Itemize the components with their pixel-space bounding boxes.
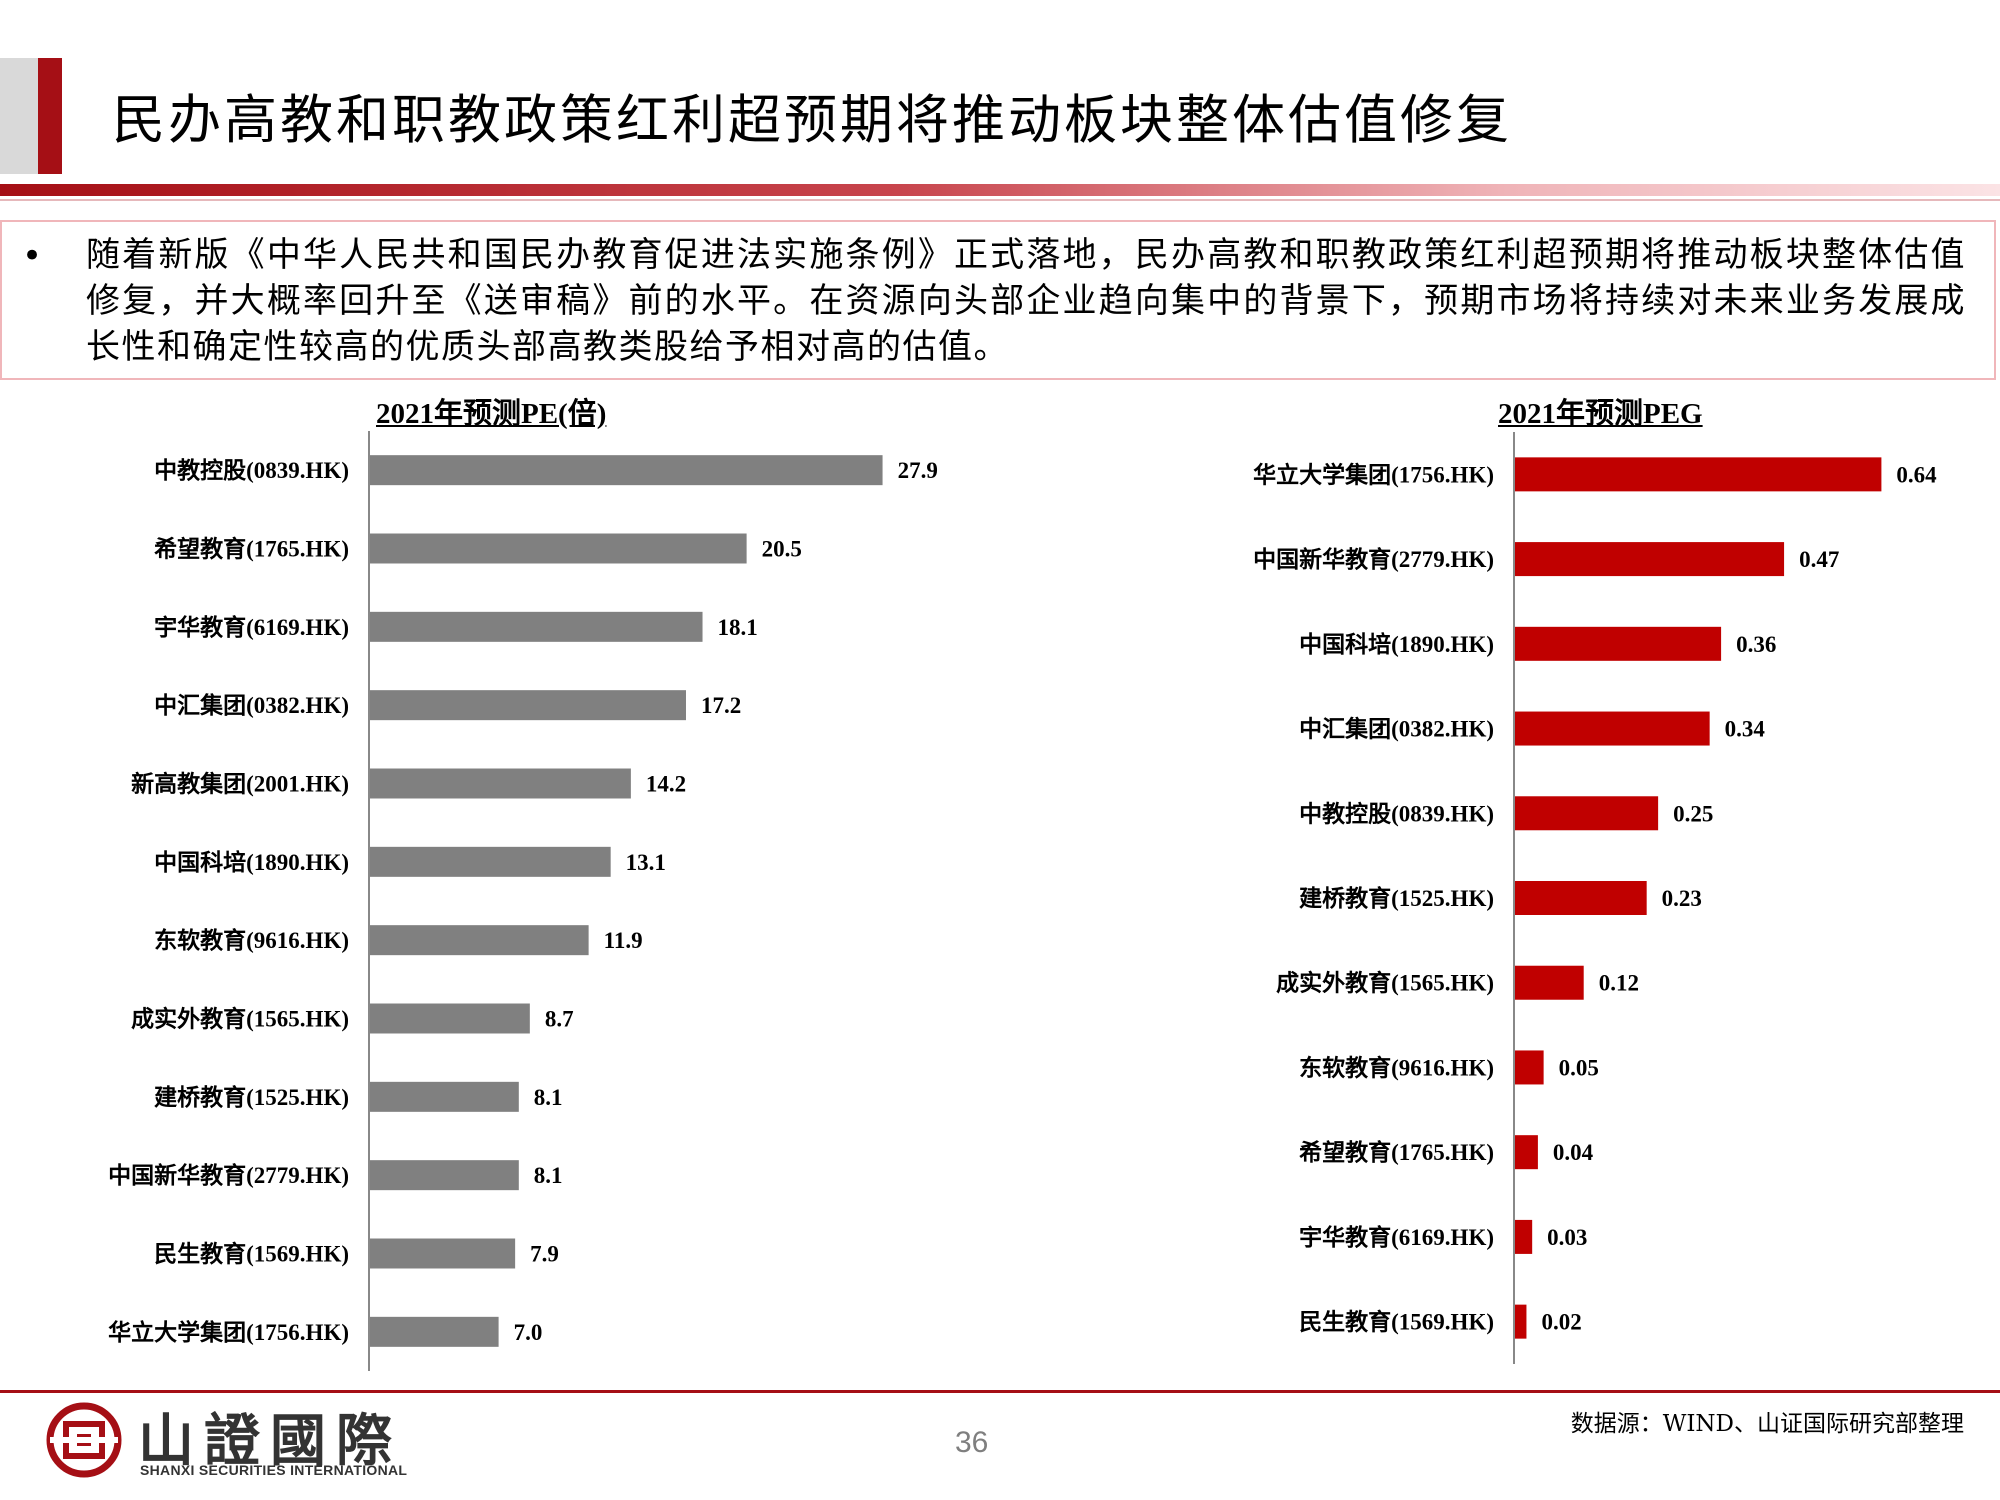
bar bbox=[370, 768, 631, 799]
category-label: 华立大学集团(1756.HK) bbox=[1253, 461, 1494, 487]
value-label: 0.05 bbox=[1559, 1055, 1599, 1080]
peg-chart-title: 2021年预测PEG bbox=[1498, 398, 1703, 430]
company-logo-subtitle: SHANXI SECURITIES INTERNATIONAL bbox=[140, 1462, 408, 1478]
value-label: 0.25 bbox=[1673, 801, 1713, 826]
bar bbox=[1515, 1219, 1533, 1254]
value-label: 27.9 bbox=[898, 458, 938, 483]
bar bbox=[370, 1081, 519, 1112]
category-label: 中教控股(0839.HK) bbox=[154, 457, 349, 483]
category-label: 中教控股(0839.HK) bbox=[1299, 800, 1494, 826]
category-label: 中国科培(1890.HK) bbox=[154, 849, 349, 875]
bar bbox=[370, 1316, 499, 1347]
title-divider bbox=[0, 184, 2000, 196]
value-label: 0.36 bbox=[1736, 632, 1776, 657]
value-label: 0.12 bbox=[1599, 971, 1639, 996]
value-label: 0.04 bbox=[1553, 1140, 1594, 1165]
category-label: 中国科培(1890.HK) bbox=[1299, 631, 1494, 657]
category-label: 东软教育(9616.HK) bbox=[154, 927, 349, 953]
bar bbox=[1515, 457, 1882, 492]
bar bbox=[370, 533, 747, 564]
page-number: 36 bbox=[955, 1426, 989, 1459]
category-label: 中汇集团(0382.HK) bbox=[1299, 716, 1494, 742]
category-label: 中国新华教育(2779.HK) bbox=[108, 1162, 349, 1188]
data-source-note: 数据源：WIND、山证国际研究部整理 bbox=[1570, 1411, 1964, 1437]
summary-box bbox=[0, 220, 1996, 380]
value-label: 0.47 bbox=[1799, 547, 1839, 572]
category-label: 新高教集团(2001.HK) bbox=[131, 771, 349, 797]
category-label: 华立大学集团(1756.HK) bbox=[108, 1319, 349, 1345]
title-divider-thin bbox=[0, 199, 2000, 201]
value-label: 0.64 bbox=[1896, 462, 1937, 487]
bar bbox=[370, 925, 589, 956]
value-label: 20.5 bbox=[762, 537, 802, 562]
bar bbox=[370, 1238, 516, 1269]
category-label: 希望教育(1765.HK) bbox=[154, 536, 349, 562]
category-label: 中汇集团(0382.HK) bbox=[154, 692, 349, 718]
value-label: 13.1 bbox=[626, 850, 666, 875]
value-label: 8.1 bbox=[534, 1163, 563, 1188]
bar bbox=[1515, 1050, 1544, 1085]
bar bbox=[370, 846, 611, 877]
category-label: 民生教育(1569.HK) bbox=[154, 1241, 349, 1267]
bar bbox=[1515, 881, 1647, 915]
value-label: 0.02 bbox=[1541, 1310, 1581, 1335]
bar bbox=[1515, 542, 1785, 577]
bar bbox=[1515, 626, 1722, 661]
footer-divider bbox=[0, 1390, 2000, 1393]
value-label: 17.2 bbox=[701, 693, 741, 718]
category-label: 成实外教育(1565.HK) bbox=[1276, 970, 1494, 996]
bar bbox=[1515, 965, 1584, 1000]
bar bbox=[1515, 796, 1659, 831]
title-accent-grey bbox=[0, 58, 38, 174]
bar bbox=[370, 455, 883, 486]
peg-bar-chart: 华立大学集团(1756.HK) 0.64 中国新华教育(2779.HK) 0.47 中国… bbox=[1253, 432, 1937, 1364]
value-label: 0.03 bbox=[1547, 1225, 1587, 1250]
company-logo-text: 山證國際 bbox=[138, 1409, 402, 1474]
value-label: 14.2 bbox=[646, 772, 686, 797]
value-label: 0.34 bbox=[1725, 717, 1766, 742]
bar bbox=[370, 611, 703, 642]
bar bbox=[1515, 1135, 1538, 1170]
bar bbox=[370, 1003, 530, 1034]
category-label: 建桥教育(1525.HK) bbox=[154, 1084, 349, 1110]
value-label: 8.1 bbox=[534, 1085, 563, 1110]
bar bbox=[370, 1160, 519, 1191]
category-label: 建桥教育(1525.HK) bbox=[1299, 885, 1494, 911]
company-logo-icon bbox=[46, 1402, 122, 1478]
pe-bar-chart: 中教控股(0839.HK) 27.9 希望教育(1765.HK) 20.5 宇华教育(6… bbox=[108, 431, 938, 1371]
bar bbox=[1515, 1304, 1527, 1339]
category-label: 东软教育(9616.HK) bbox=[1299, 1054, 1494, 1080]
value-label: 11.9 bbox=[604, 928, 643, 953]
value-label: 8.7 bbox=[545, 1007, 574, 1032]
category-label: 宇华教育(6169.HK) bbox=[1299, 1224, 1494, 1250]
page-title: 民办高教和职教政策红利超预期将推动板块整体估值修复 bbox=[112, 90, 1512, 151]
category-label: 宇华教育(6169.HK) bbox=[154, 614, 349, 640]
summary-bullet: • bbox=[22, 236, 43, 276]
category-label: 民生教育(1569.HK) bbox=[1299, 1309, 1494, 1335]
summary-text: 随着新版《中华人民共和国民办教育促进法实施条例》正式落地，民办高教和职教政策红利… bbox=[86, 235, 1966, 367]
bar bbox=[370, 690, 686, 721]
value-label: 7.0 bbox=[514, 1320, 543, 1345]
title-accent-red bbox=[38, 58, 62, 174]
bar bbox=[1515, 711, 1710, 746]
category-label: 中国新华教育(2779.HK) bbox=[1253, 546, 1494, 572]
value-label: 7.9 bbox=[530, 1242, 559, 1267]
category-label: 成实外教育(1565.HK) bbox=[131, 1006, 349, 1032]
category-label: 希望教育(1765.HK) bbox=[1299, 1139, 1494, 1165]
value-label: 18.1 bbox=[718, 615, 758, 640]
value-label: 0.23 bbox=[1662, 886, 1702, 911]
pe-chart-title: 2021年预测PE(倍) bbox=[376, 398, 607, 430]
